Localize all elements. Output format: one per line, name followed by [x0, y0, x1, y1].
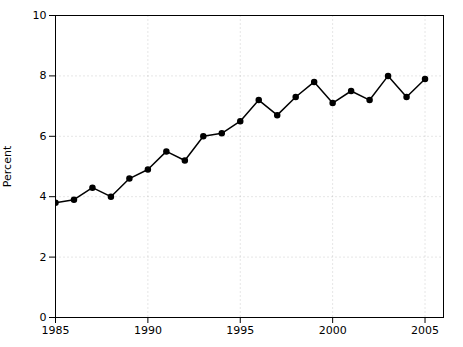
svg-text:2000: 2000 — [319, 324, 347, 337]
svg-text:8: 8 — [40, 69, 47, 82]
svg-text:1985: 1985 — [42, 324, 70, 337]
svg-text:10: 10 — [33, 9, 47, 22]
svg-text:0: 0 — [40, 311, 47, 324]
svg-text:1995: 1995 — [226, 324, 254, 337]
svg-text:1990: 1990 — [134, 324, 162, 337]
svg-text:2: 2 — [40, 251, 47, 264]
svg-text:Percent: Percent — [1, 145, 14, 187]
svg-text:4: 4 — [40, 190, 47, 203]
svg-text:2005: 2005 — [411, 324, 439, 337]
svg-text:6: 6 — [40, 130, 47, 143]
